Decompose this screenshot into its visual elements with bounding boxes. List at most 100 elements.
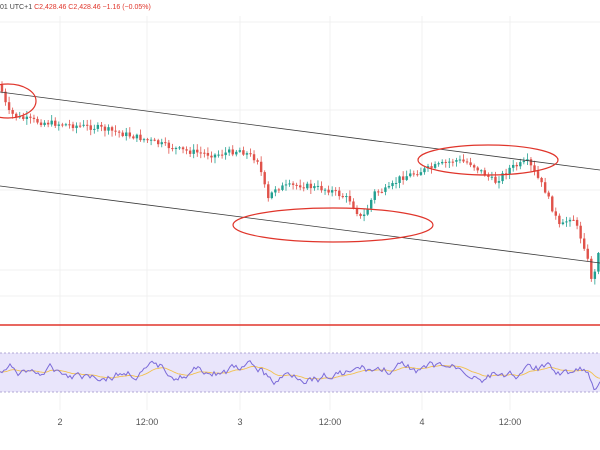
rsi-ma-line xyxy=(0,365,600,380)
candle-77 xyxy=(274,186,277,197)
candle-68 xyxy=(242,146,245,156)
candle-114 xyxy=(405,170,408,182)
candle-66 xyxy=(235,149,238,157)
candle-40 xyxy=(142,137,146,143)
candle-53 xyxy=(188,146,192,157)
candle-46 xyxy=(164,137,167,146)
candle-55 xyxy=(196,144,199,157)
candle-52 xyxy=(185,146,188,155)
candle-118 xyxy=(419,167,423,176)
candle-124 xyxy=(441,159,444,165)
candle-115 xyxy=(409,169,412,178)
candle-141 xyxy=(501,170,504,184)
candle-116 xyxy=(412,170,415,177)
candle-24 xyxy=(86,119,89,131)
candle-26 xyxy=(93,124,96,134)
candle-0 xyxy=(0,81,4,94)
candle-163 xyxy=(579,221,582,244)
candle-1 xyxy=(4,88,7,106)
candle-22 xyxy=(78,122,82,129)
candle-76 xyxy=(270,191,273,200)
candle-125 xyxy=(444,159,447,168)
candle-106 xyxy=(377,189,380,196)
candle-99 xyxy=(352,198,355,210)
candle-14 xyxy=(50,115,53,127)
candle-27 xyxy=(96,122,100,132)
candle-84 xyxy=(299,179,302,191)
candle-127 xyxy=(451,158,455,167)
candle-43 xyxy=(153,137,156,142)
candle-41 xyxy=(146,137,149,143)
candle-128 xyxy=(455,157,458,167)
candle-47 xyxy=(167,139,171,154)
candle-152 xyxy=(540,176,543,187)
candle-35 xyxy=(125,127,128,141)
candle-143 xyxy=(508,164,511,180)
candle-81 xyxy=(288,179,291,187)
candle-153 xyxy=(543,177,547,194)
candle-74 xyxy=(263,170,266,188)
candle-92 xyxy=(327,185,330,196)
candle-110 xyxy=(391,180,394,190)
candle-129 xyxy=(458,155,462,164)
candle-70 xyxy=(249,148,252,157)
candle-13 xyxy=(46,119,50,128)
touch-ellipses xyxy=(0,83,559,243)
candle-88 xyxy=(313,183,316,191)
candle-21 xyxy=(75,122,78,134)
candle-59 xyxy=(210,151,213,163)
candle-140 xyxy=(497,176,501,189)
candle-18 xyxy=(64,122,68,127)
candle-96 xyxy=(341,193,344,199)
channel-lines xyxy=(0,91,600,264)
candle-54 xyxy=(192,144,195,159)
candle-111 xyxy=(394,177,398,189)
candle-28 xyxy=(100,121,103,132)
candle-83 xyxy=(295,182,298,190)
candle-36 xyxy=(128,127,131,139)
candle-166 xyxy=(590,256,593,282)
candle-4 xyxy=(15,112,18,121)
candle-62 xyxy=(220,149,224,159)
candle-119 xyxy=(423,166,426,175)
candle-146 xyxy=(519,158,522,170)
rsi-band xyxy=(0,353,600,392)
x-tick-3: 12:00 xyxy=(319,417,342,427)
candle-72 xyxy=(256,158,259,165)
candle-8 xyxy=(29,113,32,124)
candle-17 xyxy=(61,122,64,128)
candle-23 xyxy=(82,120,85,128)
candle-34 xyxy=(121,130,124,138)
channel-upper xyxy=(0,91,600,171)
candle-15 xyxy=(54,117,57,129)
candle-108 xyxy=(384,183,387,196)
grid xyxy=(0,16,600,410)
candle-80 xyxy=(284,179,288,191)
ellipse-2 xyxy=(417,144,559,176)
candle-10 xyxy=(36,116,39,125)
candle-38 xyxy=(135,133,139,143)
candle-78 xyxy=(277,187,281,193)
candle-94 xyxy=(334,187,337,196)
candle-147 xyxy=(522,157,526,165)
candle-155 xyxy=(551,195,554,213)
candle-9 xyxy=(32,114,36,123)
candle-11 xyxy=(39,119,43,128)
candle-75 xyxy=(267,181,270,202)
candle-117 xyxy=(416,170,419,177)
candle-123 xyxy=(437,161,440,167)
candle-33 xyxy=(117,130,121,138)
candle-85 xyxy=(302,182,305,192)
candle-162 xyxy=(575,217,579,230)
candle-122 xyxy=(433,161,437,170)
candle-63 xyxy=(224,147,227,160)
candle-158 xyxy=(561,218,565,226)
candle-58 xyxy=(206,147,210,160)
candle-135 xyxy=(480,169,483,174)
candle-57 xyxy=(203,149,206,158)
candle-82 xyxy=(291,181,295,190)
x-tick-0: 2 xyxy=(57,417,62,427)
candle-138 xyxy=(490,171,494,181)
candle-79 xyxy=(281,182,284,192)
